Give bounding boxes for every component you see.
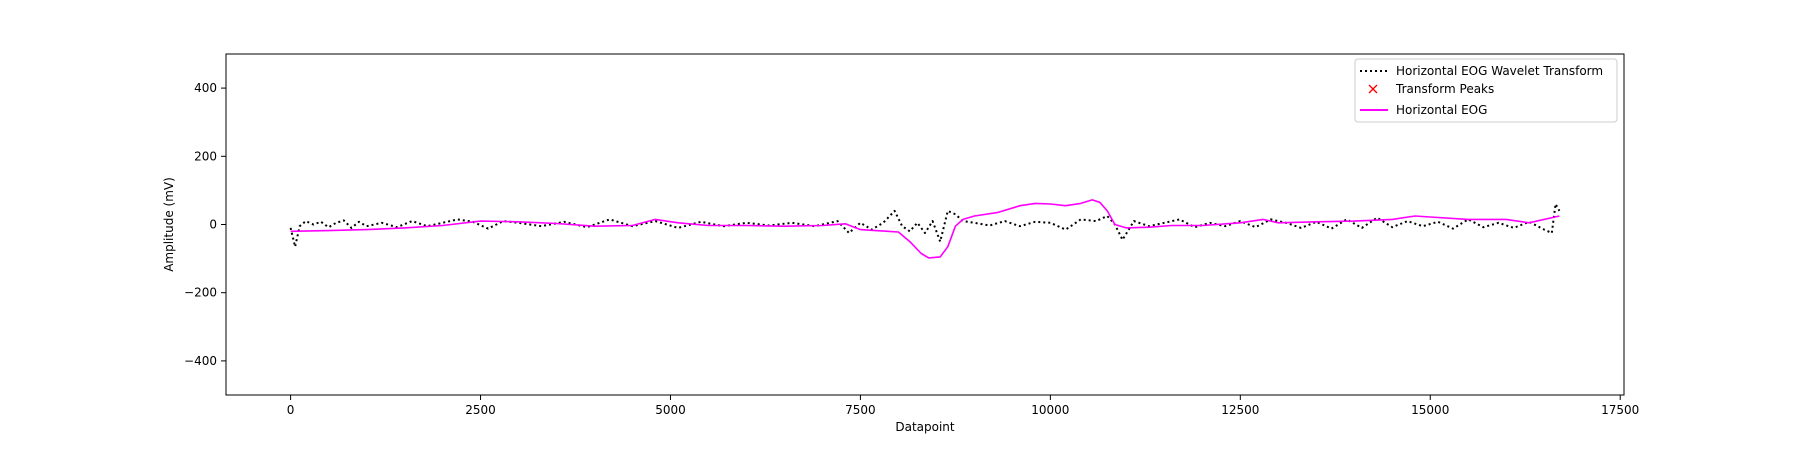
legend-label-wavelet: Horizontal EOG Wavelet Transform <box>1396 64 1603 78</box>
x-tick-label: 12500 <box>1221 403 1259 417</box>
y-axis: −400 −200 0 200 400 <box>184 81 226 368</box>
x-tick-label: 7500 <box>845 403 876 417</box>
y-tick-label: −200 <box>184 286 217 300</box>
x-tick-label: 2500 <box>465 403 496 417</box>
y-tick-label: −400 <box>184 354 217 368</box>
x-tick-label: 5000 <box>655 403 686 417</box>
legend-swatch-peaks <box>1368 84 1378 94</box>
x-tick-label: 15000 <box>1411 403 1449 417</box>
legend-label-peaks: Transform Peaks <box>1395 82 1494 96</box>
x-axis: 0 2500 5000 7500 10000 12500 15000 17500 <box>287 395 1639 417</box>
y-tick-label: 400 <box>194 81 217 95</box>
y-axis-label: Amplitude (mV) <box>162 177 176 272</box>
x-tick-label: 0 <box>287 403 295 417</box>
legend-label-eog: Horizontal EOG <box>1396 103 1487 117</box>
series-layer <box>289 199 1561 259</box>
x-tick-label: 17500 <box>1601 403 1639 417</box>
y-tick-label: 0 <box>209 218 217 232</box>
legend: Horizontal EOG Wavelet Transform Transfo… <box>1354 58 1618 123</box>
x-axis-label: Datapoint <box>895 420 955 434</box>
series-line-2 <box>290 199 1560 259</box>
legend-box <box>1354 58 1618 123</box>
x-tick-label: 10000 <box>1031 403 1069 417</box>
y-tick-label: 200 <box>194 149 217 163</box>
